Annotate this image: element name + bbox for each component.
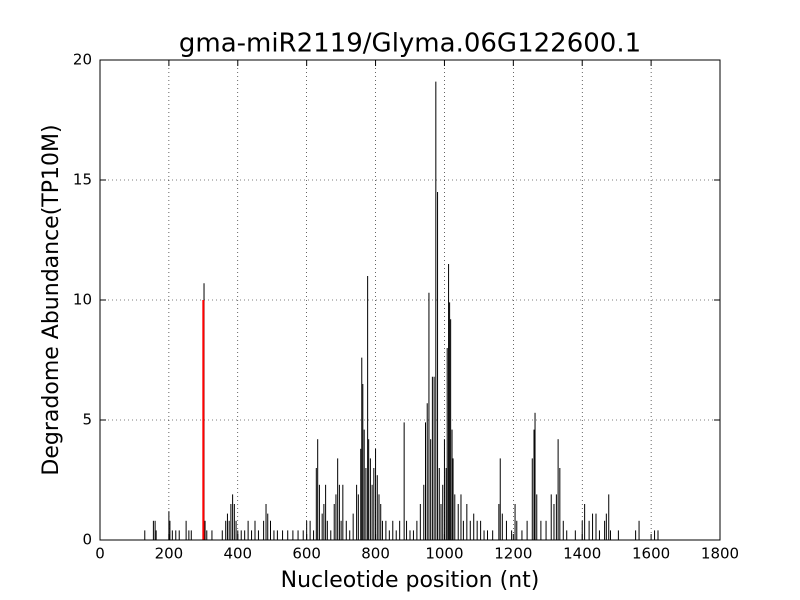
y-axis-label: Degradome Abundance(TP10M): [39, 124, 64, 475]
x-axis-label: Nucleotide position (nt): [281, 568, 540, 593]
x-tick-label: 1400: [563, 545, 601, 563]
x-tick-label: 400: [223, 545, 252, 563]
y-tick-label: 0: [82, 531, 92, 549]
chart-title: gma-miR2119/Glyma.06G122600.1: [179, 29, 641, 59]
y-tick-label: 20: [73, 51, 92, 69]
x-tick-label: 800: [361, 545, 390, 563]
x-tick-label: 1200: [494, 545, 532, 563]
plot-frame: [99, 59, 721, 541]
x-tick-label: 1000: [425, 545, 463, 563]
x-tick-label: 0: [95, 545, 105, 563]
x-tick-label: 1800: [701, 545, 739, 563]
x-tick-label: 1600: [632, 545, 670, 563]
x-tick-label: 200: [155, 545, 184, 563]
x-tick-label: 600: [292, 545, 321, 563]
y-tick-label: 15: [73, 171, 92, 189]
y-tick-label: 5: [82, 411, 92, 429]
y-tick-label: 10: [73, 291, 92, 309]
